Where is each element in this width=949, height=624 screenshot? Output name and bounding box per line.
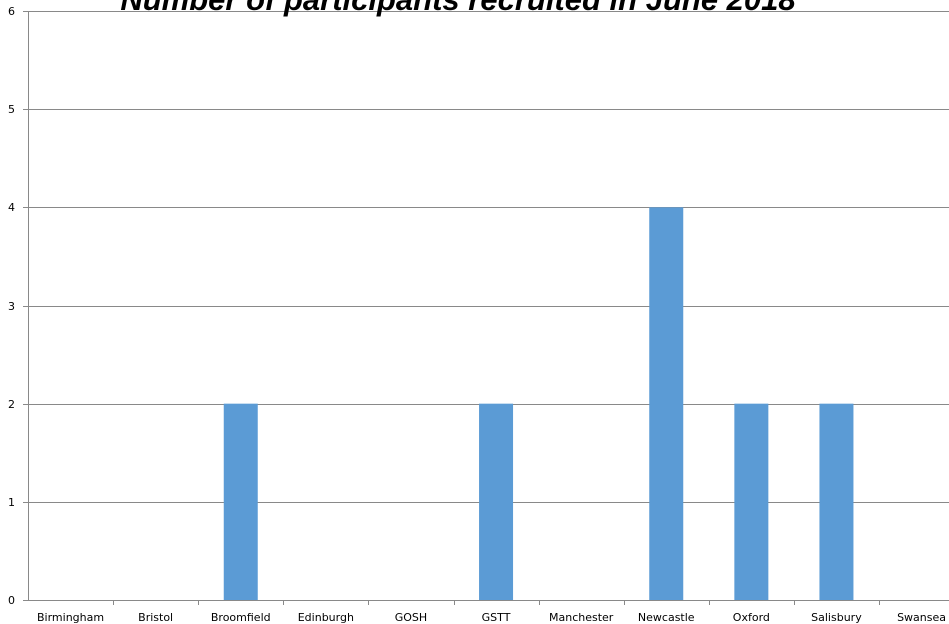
x-tick-label: Salisbury: [811, 611, 862, 624]
x-tick-label: Broomfield: [211, 611, 271, 624]
axes: [28, 11, 949, 601]
y-tick-label: 2: [8, 398, 15, 411]
x-tick-label: Swansea: [897, 611, 946, 624]
x-tick-label: Edinburgh: [298, 611, 354, 624]
bar-salisbury: [819, 403, 854, 600]
x-tick-label: Birmingham: [37, 611, 104, 624]
x-tick-label: GSTT: [482, 611, 511, 624]
y-tick-label: 6: [8, 5, 15, 18]
bar-oxford: [734, 403, 769, 600]
bar-broomfield: [223, 403, 258, 600]
y-tick-label: 5: [8, 103, 15, 116]
x-tick-label: Manchester: [549, 611, 614, 624]
bar-gstt: [479, 403, 514, 600]
y-tick-label: 4: [8, 201, 15, 214]
x-tick-label: Newcastle: [638, 611, 695, 624]
x-tick-label: Oxford: [733, 611, 770, 624]
chart-title: Number of participants recruited in June…: [120, 0, 796, 17]
y-tick-labels: 0 1 2 3 4 5 6: [8, 5, 15, 607]
gridlines: [23, 11, 949, 605]
y-tick-label: 3: [8, 300, 15, 313]
x-tick-labels: Birmingham Bristol Broomfield Edinburgh GOSH…: [37, 611, 946, 624]
x-tick-label: GOSH: [395, 611, 427, 624]
bar-newcastle: [649, 207, 684, 601]
x-tick-label: Bristol: [138, 611, 173, 624]
y-tick-label: 1: [8, 496, 15, 509]
y-tick-label: 0: [8, 594, 15, 607]
bars: [223, 207, 854, 601]
